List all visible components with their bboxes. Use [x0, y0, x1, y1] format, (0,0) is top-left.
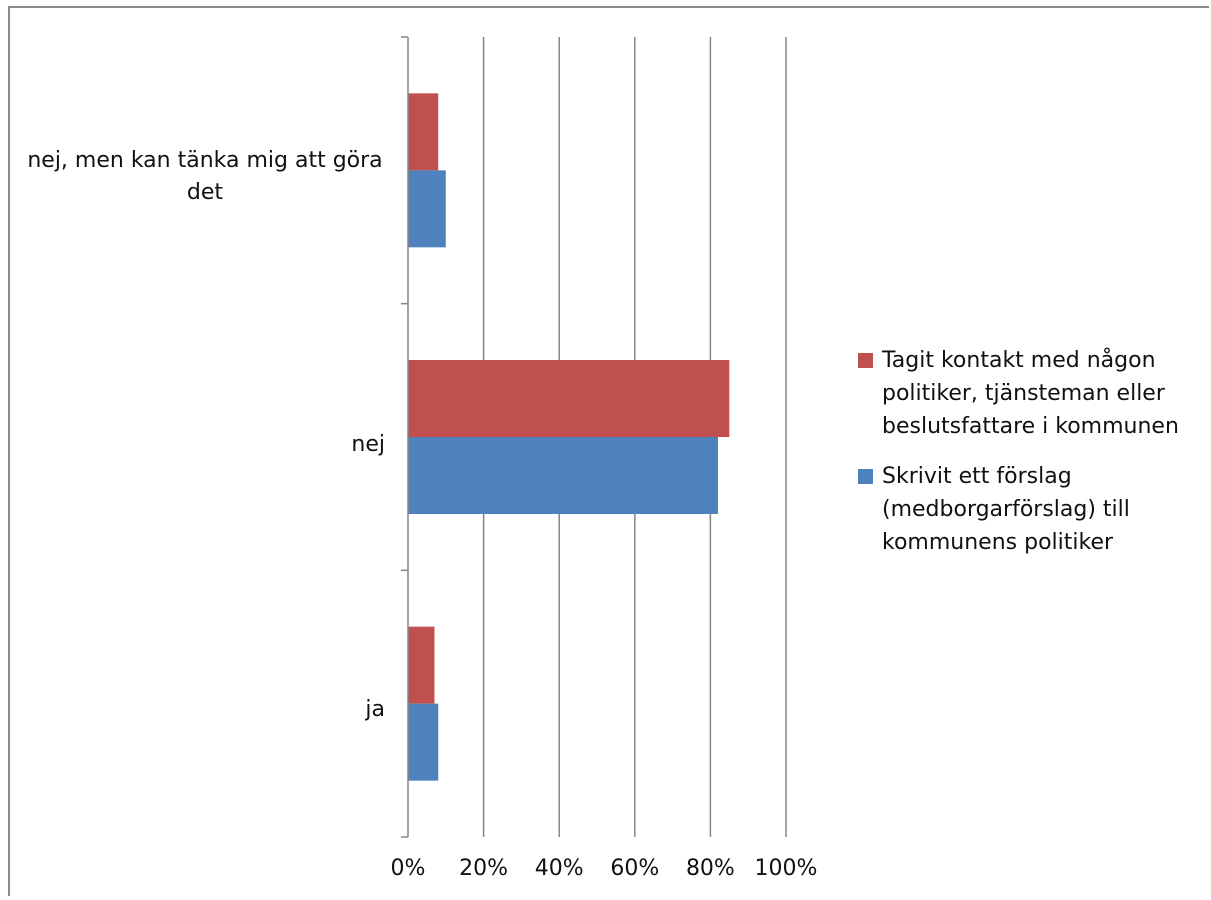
chart-frame — [8, 6, 1209, 896]
legend-swatch-blue — [858, 469, 873, 484]
legend-label-tagit-kontakt: Tagit kontakt med någon politiker, tjäns… — [882, 348, 1179, 439]
x-tick-label: 0% — [391, 856, 426, 881]
bars — [408, 93, 730, 781]
x-tick-label: 100% — [755, 856, 818, 881]
x-tick-label: 20% — [459, 856, 508, 881]
bar-skrivit-forslag-2 — [408, 703, 439, 781]
x-tick-label: 80% — [686, 856, 735, 881]
legend-item-tagit-kontakt: Tagit kontakt med någon politiker, tjäns… — [858, 344, 1188, 443]
category-label-nej: nej — [351, 432, 385, 457]
bar-skrivit-forslag-1 — [408, 437, 718, 514]
legend-label-skrivit-forslag: Skrivit ett förslag (medborgarförslag) t… — [882, 464, 1130, 555]
legend: Tagit kontakt med någon politiker, tjäns… — [858, 344, 1188, 559]
axes — [401, 36, 409, 838]
bar-skrivit-forslag-0 — [408, 170, 446, 248]
bar-tagit-kontakt-2 — [408, 626, 435, 704]
x-tick-label: 60% — [610, 856, 659, 881]
bar-tagit-kontakt-1 — [408, 360, 730, 437]
category-label-nej-men-kan-tanka: nej, men kan tänka mig att göra det — [27, 148, 383, 205]
x-tick-labels: 0% 20% 40% 60% 80% 100% — [391, 856, 818, 881]
legend-swatch-red — [858, 353, 873, 368]
bar-tagit-kontakt-0 — [408, 93, 439, 171]
category-label-ja: ja — [365, 697, 385, 722]
x-tick-label: 40% — [535, 856, 584, 881]
legend-item-skrivit-forslag: Skrivit ett förslag (medborgarförslag) t… — [858, 460, 1188, 559]
